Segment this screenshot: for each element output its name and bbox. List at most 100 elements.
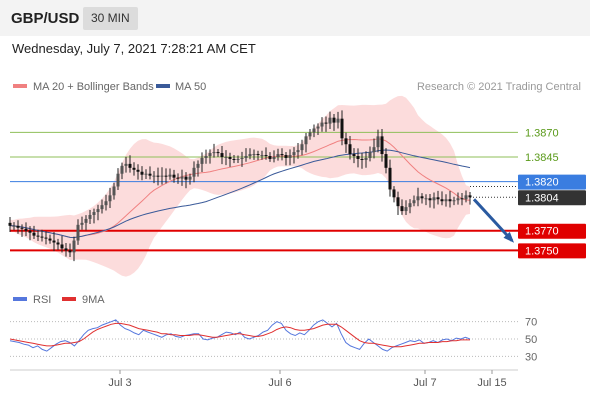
candle-body — [128, 163, 132, 168]
candle-body — [168, 174, 172, 177]
rsi-tick-50: 50 — [525, 334, 537, 346]
candle-body — [368, 152, 372, 158]
candle-body — [212, 152, 216, 154]
candle-body — [468, 195, 472, 198]
candle-body — [92, 212, 96, 215]
candle-body — [108, 195, 112, 202]
candle-body — [296, 150, 300, 153]
candle-body — [220, 153, 224, 158]
ma20-legend-swatch — [13, 84, 27, 88]
candle-body — [88, 214, 92, 219]
candle-body — [444, 199, 448, 202]
rsi-ma-line — [9, 322, 470, 348]
rsi-ma-legend-label: 9MA — [82, 294, 105, 306]
candle-body — [48, 238, 52, 241]
moving-averages — [10, 138, 471, 239]
candle-body — [284, 155, 288, 158]
candle-body — [60, 244, 64, 249]
candle-body — [396, 197, 400, 207]
candle-body — [376, 136, 380, 148]
level-label-1.3750: 1.3750 — [525, 245, 559, 257]
candle-body — [292, 152, 296, 156]
candle-body — [56, 242, 60, 245]
candle-body — [424, 198, 428, 200]
candle-body — [440, 199, 444, 202]
candle-body — [84, 218, 88, 223]
candle-body — [132, 167, 136, 170]
candle-body — [160, 175, 164, 177]
forecast-arrow — [472, 198, 515, 243]
candle-body — [256, 154, 260, 156]
candle-body — [372, 147, 376, 153]
rsi-tick-70: 70 — [525, 317, 537, 329]
rsi-legend-swatch — [13, 297, 27, 301]
candle-body — [80, 222, 84, 225]
candle-body — [384, 154, 388, 168]
candle-body — [52, 240, 56, 243]
candle-body — [304, 136, 308, 145]
rsi-tick-30: 30 — [525, 351, 537, 363]
candle-body — [244, 156, 248, 158]
candle-body — [408, 203, 412, 208]
level-label-1.3870: 1.3870 — [525, 127, 559, 139]
candle-body — [324, 122, 328, 124]
candle-body — [40, 236, 44, 238]
candle-body — [228, 157, 232, 159]
candle-body — [184, 176, 188, 180]
candle-body — [300, 144, 304, 151]
rsi-panel: 70 50 30 — [9, 317, 537, 363]
x-tick-label-Jul 3: Jul 3 — [108, 377, 131, 389]
x-tick-label-Jul 6: Jul 6 — [268, 377, 291, 389]
candle-body — [24, 228, 28, 231]
rsi-legend-label: RSI — [33, 294, 51, 306]
candlesticks — [8, 110, 472, 262]
candle-body — [236, 158, 240, 160]
candle-body — [348, 144, 352, 155]
candle-body — [412, 200, 416, 204]
candle-body — [436, 197, 440, 200]
candle-body — [224, 157, 228, 159]
candle-body — [76, 224, 80, 241]
candle-body — [312, 128, 316, 133]
candle-body — [332, 117, 336, 123]
candle-body — [112, 186, 116, 196]
candle-body — [432, 197, 436, 201]
candle-body — [364, 157, 368, 160]
candle-body — [248, 154, 252, 157]
timeframe-badge[interactable]: 30 MIN — [83, 7, 138, 30]
candle-body — [124, 163, 128, 166]
level-label-box-1.3750 — [518, 243, 586, 259]
candle-body — [96, 209, 100, 213]
level-label-1.3845: 1.3845 — [525, 152, 559, 164]
candle-body — [268, 156, 272, 159]
ma50-line — [10, 149, 471, 239]
candle-body — [136, 169, 140, 172]
candle-body — [156, 175, 160, 177]
candle-body — [152, 175, 156, 177]
level-label-box-1.3804 — [518, 190, 586, 206]
candle-body — [420, 196, 424, 199]
candle-body — [464, 195, 468, 200]
candle-body — [12, 225, 16, 227]
candle-body — [144, 173, 148, 175]
candle-body — [16, 225, 20, 228]
candle-body — [328, 117, 332, 124]
instrument-pair: GBP/USD — [11, 10, 80, 27]
candle-body — [340, 118, 344, 139]
candle-body — [172, 174, 176, 178]
candle-body — [448, 199, 452, 202]
candle-body — [140, 171, 144, 175]
candle-body — [260, 155, 264, 157]
candle-body — [240, 157, 244, 159]
candle-body — [28, 230, 32, 233]
candle-body — [388, 167, 392, 190]
ma20-legend-label: MA 20 + Bollinger Bands — [33, 81, 154, 93]
copyright-label: Research © 2021 Trading Central — [417, 81, 581, 93]
level-labels: 1.3870 1.3845 1.3820 1.3804 1.3770 1.3750 — [518, 127, 586, 259]
candle-body — [100, 205, 104, 210]
candle-body — [308, 132, 312, 137]
candle-body — [360, 158, 364, 160]
candle-body — [44, 237, 48, 239]
level-label-box-1.3770 — [518, 223, 586, 239]
